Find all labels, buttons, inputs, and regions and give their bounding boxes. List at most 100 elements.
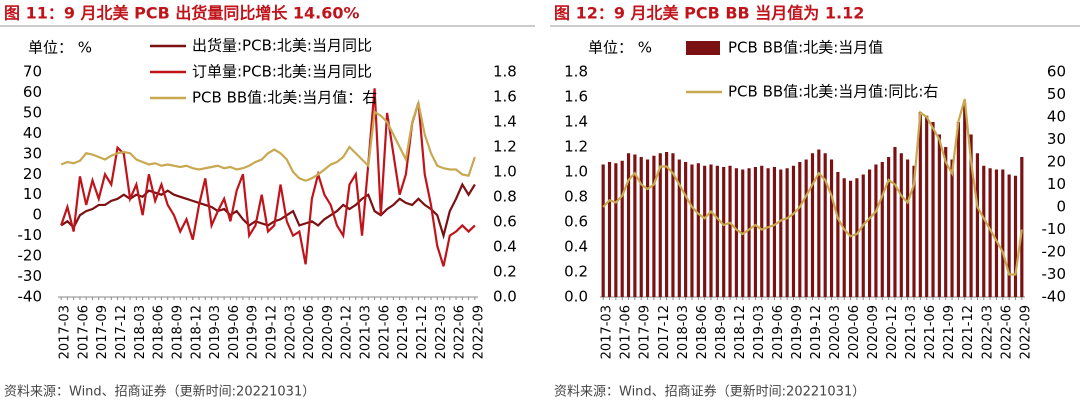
y2-tick-label: 50 — [1047, 85, 1066, 103]
bar — [823, 153, 827, 297]
y2-tick-label: 1.0 — [493, 163, 517, 181]
bar — [950, 159, 954, 297]
bar — [963, 103, 967, 297]
unit-label: 单位： % — [28, 39, 92, 57]
bar — [848, 180, 853, 297]
y-tick-label: 1.0 — [564, 163, 588, 181]
bar — [709, 164, 713, 297]
x-tick-label: 2018-09 — [170, 305, 185, 359]
bar — [982, 165, 986, 297]
y2-tick-label: 1.2 — [493, 138, 517, 156]
bar — [671, 153, 675, 297]
bar — [652, 155, 656, 297]
x-tick-label: 2022-06 — [999, 305, 1014, 359]
x-tick-label: 2019-03 — [752, 305, 767, 359]
x-tick-label: 2018-06 — [152, 305, 167, 359]
bar — [842, 178, 846, 297]
y2-tick-label: -40 — [1042, 288, 1067, 306]
chart-title: 图 11：9 月北美 PCB 出货量同比增长 14.60% — [4, 4, 360, 23]
source-note: 资料来源：Wind、招商证券（更新时间:20221031） — [4, 384, 315, 400]
series-line — [60, 98, 476, 182]
bar — [715, 165, 719, 297]
y-tick-label: -10 — [18, 226, 43, 244]
bar — [918, 112, 922, 297]
y-tick-label: -30 — [18, 267, 43, 285]
series-line — [602, 98, 1023, 276]
bar — [1013, 175, 1018, 297]
bar — [956, 122, 960, 297]
bar — [626, 153, 631, 297]
bar — [880, 162, 884, 297]
bar — [836, 172, 840, 297]
x-tick-label: 2017-03 — [58, 305, 73, 359]
bar — [677, 159, 681, 297]
y-tick-label: 1.6 — [564, 88, 588, 106]
y-tick-label: 70 — [23, 63, 42, 81]
x-tick-label: 2022-09 — [471, 305, 486, 359]
bar — [607, 162, 612, 297]
bar — [810, 153, 815, 297]
bar — [633, 154, 637, 297]
y-tick-label: 0.0 — [564, 288, 588, 306]
bar — [874, 164, 878, 297]
x-tick-label: 2018-09 — [714, 305, 729, 359]
x-tick-label: 2021-12 — [961, 305, 976, 359]
x-tick-label: 2017-06 — [619, 305, 634, 359]
bar — [944, 147, 948, 297]
x-tick-label: 2020-09 — [321, 305, 336, 359]
x-tick-label: 2021-09 — [942, 305, 957, 359]
bar — [893, 147, 897, 297]
x-tick-label: 2017-03 — [600, 305, 615, 359]
y2-tick-label: 40 — [1047, 108, 1066, 126]
bar — [766, 168, 770, 297]
x-tick-label: 2022-03 — [434, 305, 449, 359]
y-tick-label: -20 — [18, 247, 43, 265]
bar — [734, 168, 738, 297]
bar — [696, 163, 700, 297]
y2-tick-label: -30 — [1042, 265, 1067, 283]
bar — [779, 169, 783, 297]
x-tick-label: 2017-06 — [76, 305, 91, 359]
bar — [1007, 174, 1011, 297]
y2-tick-label: -20 — [1042, 243, 1067, 261]
y-tick-label: 60 — [23, 83, 42, 101]
bar — [969, 134, 973, 297]
x-tick-label: 2022-06 — [453, 305, 468, 359]
bar — [753, 167, 757, 297]
x-tick-label: 2017-09 — [638, 305, 653, 359]
bar — [728, 165, 732, 297]
bar — [785, 168, 789, 297]
y-tick-label: 30 — [23, 144, 42, 162]
y2-tick-label: 0 — [1056, 198, 1066, 216]
x-tick-label: 2021-06 — [377, 305, 392, 359]
bar — [614, 163, 618, 297]
x-tick-label: 2019-03 — [208, 305, 223, 359]
chart-title: 图 12：9 月北美 PCB BB 当月值为 1.12 — [554, 4, 864, 23]
y-tick-label: 0.6 — [564, 213, 588, 231]
legend-label: 出货量:PCB:北美:当月同比 — [192, 37, 372, 55]
x-tick-label: 2020-09 — [866, 305, 881, 359]
x-tick-label: 2019-06 — [227, 305, 242, 359]
bar — [925, 115, 929, 297]
bar — [747, 168, 751, 297]
bar — [791, 165, 796, 297]
x-tick-label: 2019-12 — [265, 305, 280, 359]
x-tick-label: 2019-09 — [790, 305, 805, 359]
bar — [906, 159, 910, 297]
x-tick-label: 2021-12 — [415, 305, 430, 359]
bar — [861, 174, 865, 297]
x-tick-label: 2020-12 — [885, 305, 900, 359]
y-tick-label: 40 — [23, 124, 42, 142]
x-tick-label: 2021-09 — [396, 305, 411, 359]
bar — [937, 134, 941, 297]
bar — [912, 165, 916, 297]
x-tick-label: 2019-12 — [809, 305, 824, 359]
x-tick-label: 2021-03 — [359, 305, 374, 359]
legend-swatch — [686, 41, 720, 55]
x-tick-label: 2020-03 — [283, 305, 298, 359]
y2-tick-label: 0.4 — [493, 238, 517, 256]
y2-tick-label: 0.2 — [493, 263, 517, 281]
y-tick-label: 1.4 — [564, 113, 588, 131]
x-tick-label: 2020-06 — [847, 305, 862, 359]
